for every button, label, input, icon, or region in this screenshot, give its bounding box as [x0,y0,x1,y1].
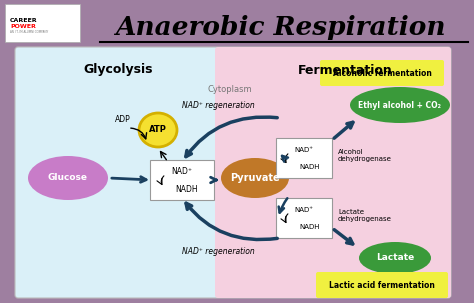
FancyBboxPatch shape [276,198,332,238]
Text: NAD⁺ regeneration: NAD⁺ regeneration [182,101,255,109]
Text: Alcohol
dehydrogenase: Alcohol dehydrogenase [338,148,392,161]
Text: Anaerobic Respiration: Anaerobic Respiration [115,15,445,41]
Text: CAREER: CAREER [10,18,37,23]
Text: ATP: ATP [149,125,167,135]
Text: Lactic acid fermentation: Lactic acid fermentation [329,281,435,289]
FancyBboxPatch shape [15,47,451,298]
FancyBboxPatch shape [150,160,214,200]
Text: Glycolysis: Glycolysis [83,64,153,76]
Text: NADH: NADH [176,185,198,195]
Text: NADH: NADH [300,164,320,170]
Ellipse shape [28,156,108,200]
Text: Fermentation: Fermentation [298,64,392,76]
Ellipse shape [139,113,177,147]
Text: Lactate: Lactate [376,254,414,262]
Ellipse shape [359,242,431,274]
Text: AN IIT-IIM ALUMNI COMPANY: AN IIT-IIM ALUMNI COMPANY [10,30,48,34]
FancyBboxPatch shape [320,60,444,86]
FancyBboxPatch shape [5,4,80,42]
Text: Ethyl alcohol + CO₂: Ethyl alcohol + CO₂ [358,101,441,109]
FancyBboxPatch shape [215,47,451,298]
Text: NADH: NADH [300,224,320,230]
Text: NAD⁺: NAD⁺ [172,168,192,177]
Text: Cytoplasm: Cytoplasm [208,85,252,95]
Text: POWER: POWER [10,24,36,29]
Text: Pyruvate: Pyruvate [230,173,280,183]
FancyBboxPatch shape [276,138,332,178]
Text: ADP: ADP [115,115,131,125]
Text: NAD⁺: NAD⁺ [294,207,313,213]
FancyBboxPatch shape [316,272,448,298]
Ellipse shape [350,87,450,123]
Text: NAD⁺ regeneration: NAD⁺ regeneration [182,248,255,257]
Text: NAD⁺: NAD⁺ [294,147,313,153]
Ellipse shape [221,158,289,198]
Text: Glucose: Glucose [48,174,88,182]
Text: Alcoholic fermentation: Alcoholic fermentation [333,68,431,78]
Text: Lactate
dehydrogenase: Lactate dehydrogenase [338,208,392,221]
